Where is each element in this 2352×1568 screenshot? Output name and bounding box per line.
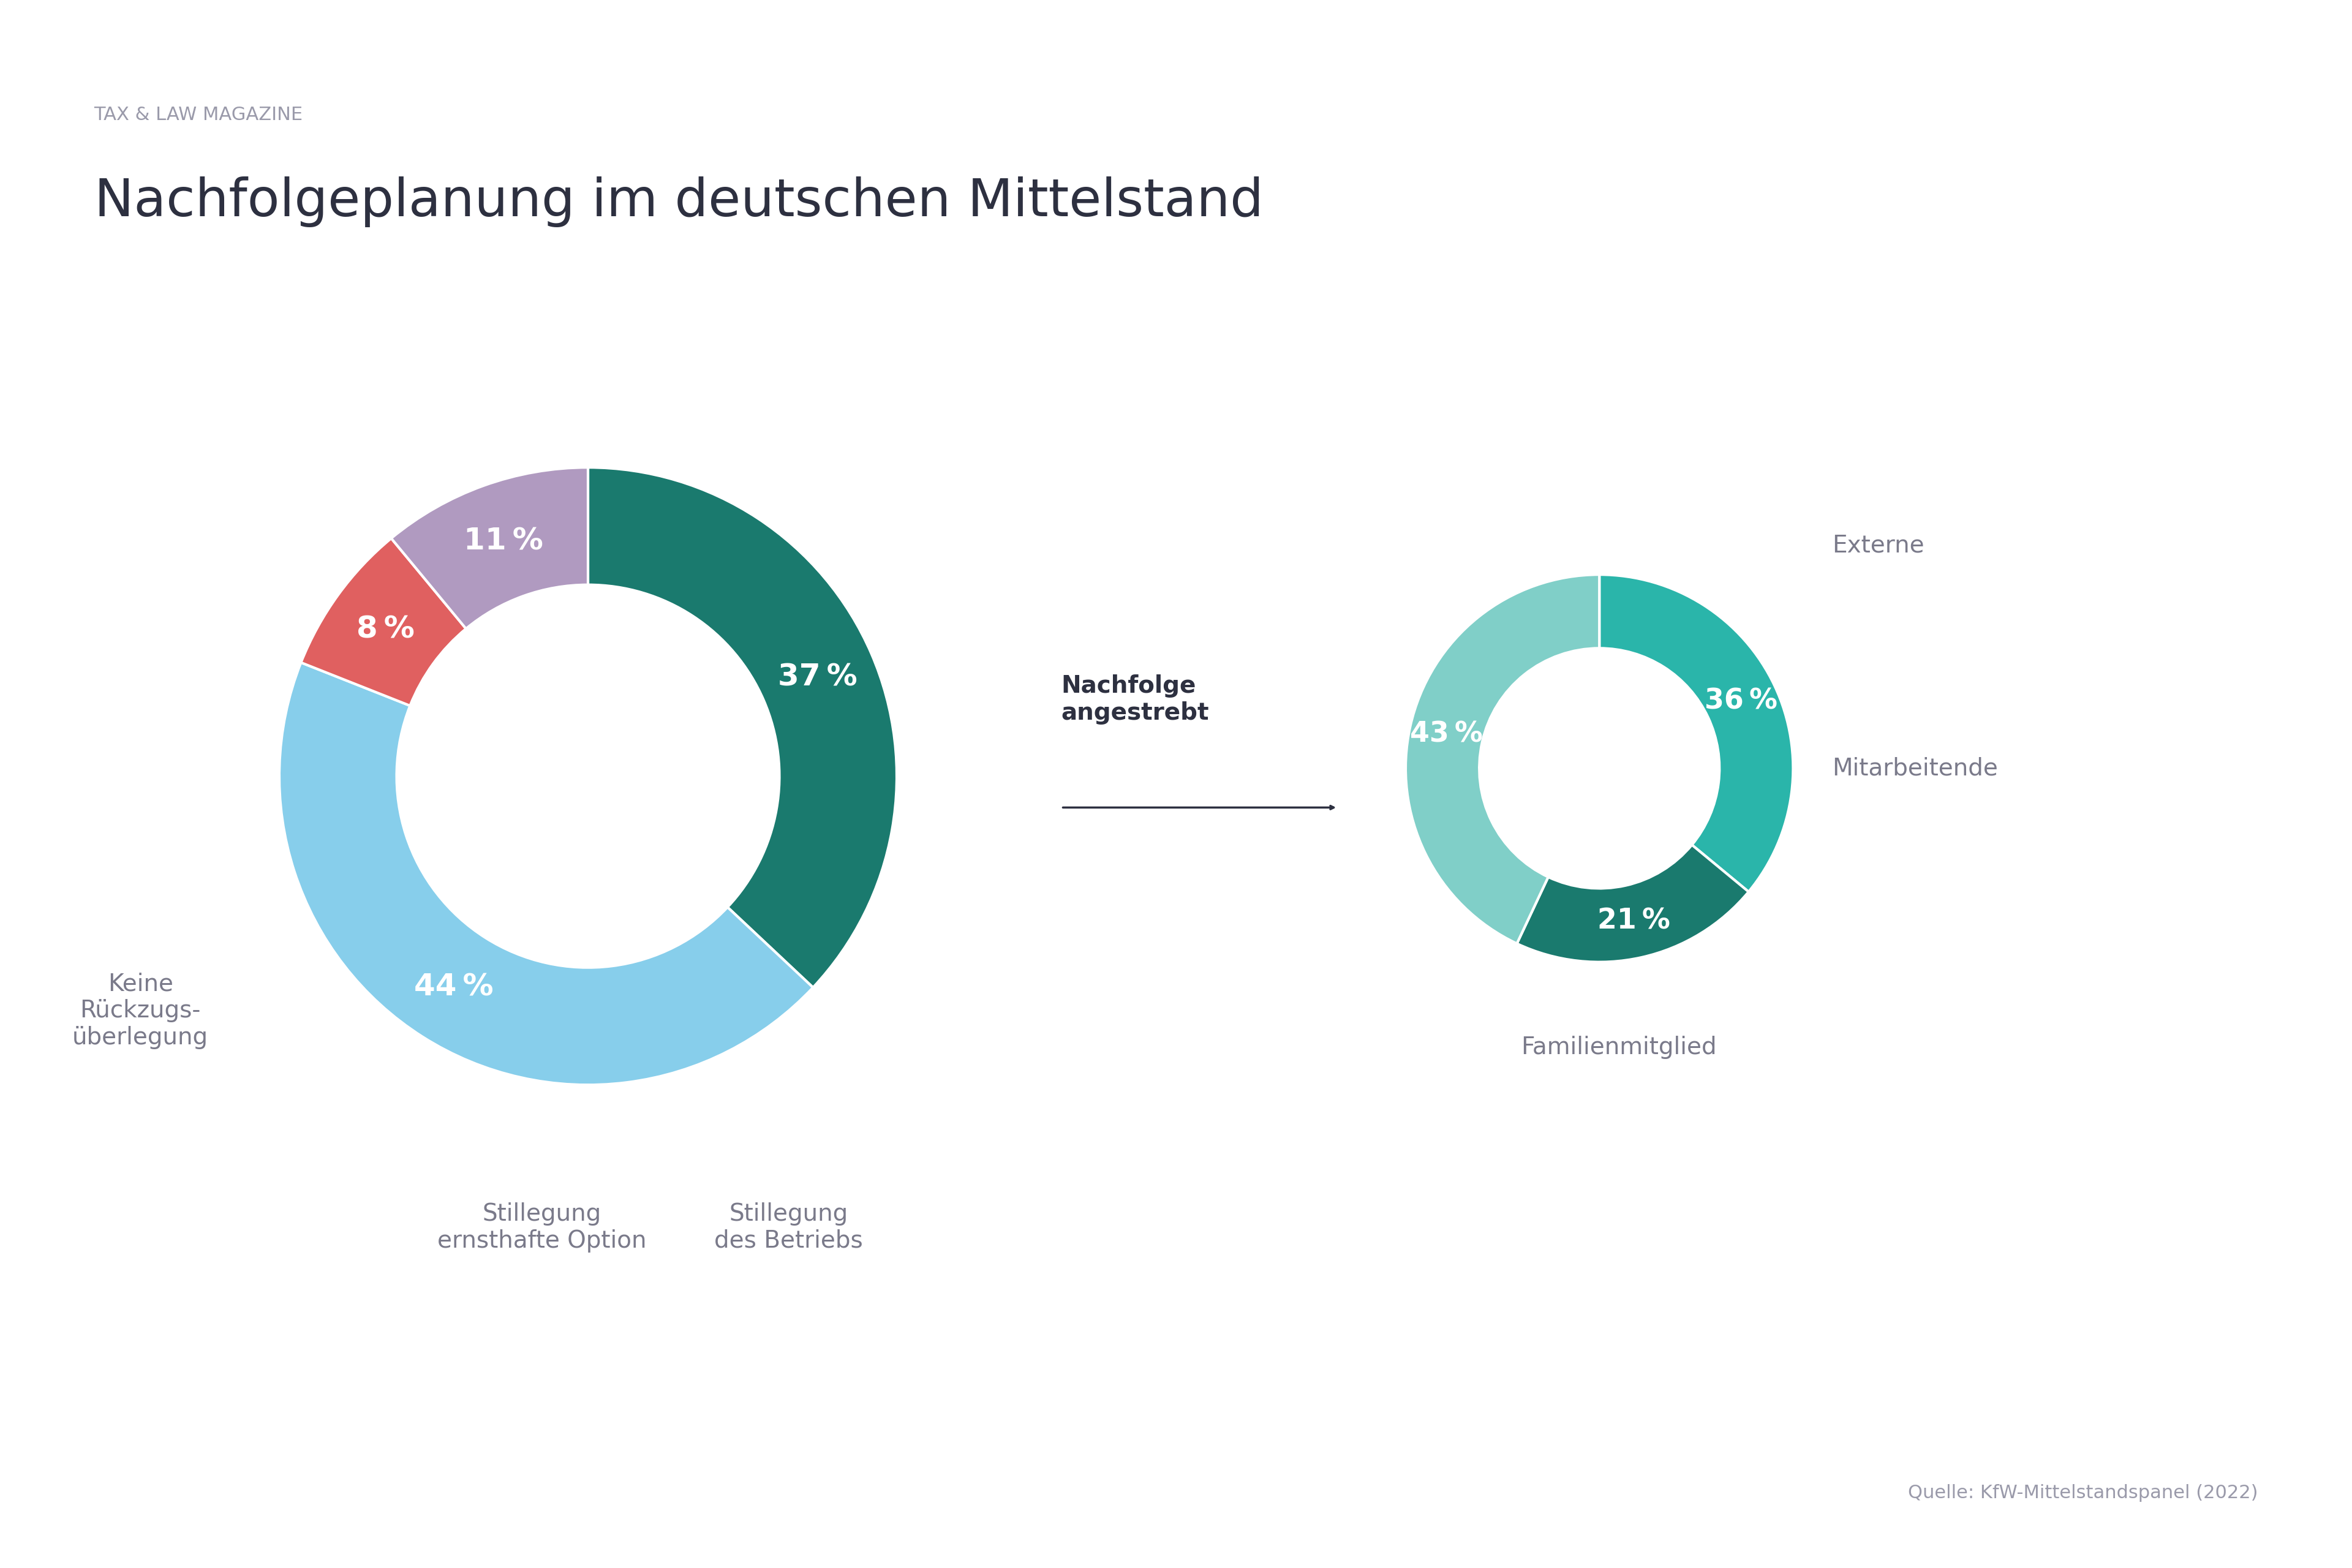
Wedge shape xyxy=(390,467,588,629)
Wedge shape xyxy=(1517,845,1748,963)
Text: 44 %: 44 % xyxy=(414,972,494,1002)
Text: Quelle: KfW-Mittelstandspanel (2022): Quelle: KfW-Mittelstandspanel (2022) xyxy=(1907,1485,2258,1502)
Text: Keine
Rückzugs-
überlegung: Keine Rückzugs- überlegung xyxy=(73,972,209,1049)
Text: Mitarbeitende: Mitarbeitende xyxy=(1832,757,1997,779)
Wedge shape xyxy=(1599,574,1792,892)
Text: 11 %: 11 % xyxy=(463,527,543,555)
Text: 36 %: 36 % xyxy=(1705,688,1778,715)
Text: Nachfolge
angestrebt: Nachfolge angestrebt xyxy=(1061,674,1209,724)
Text: 21 %: 21 % xyxy=(1597,908,1670,935)
Text: Stillegung
ernsthafte Option: Stillegung ernsthafte Option xyxy=(437,1203,647,1253)
Text: Stillegung
des Betriebs: Stillegung des Betriebs xyxy=(715,1203,863,1253)
Wedge shape xyxy=(588,467,896,988)
Text: Externe: Externe xyxy=(1832,535,1924,557)
Text: Familienmitglied: Familienmitglied xyxy=(1522,1035,1717,1058)
Wedge shape xyxy=(1406,574,1599,944)
Text: Nachfolgeplanung im deutschen Mittelstand: Nachfolgeplanung im deutschen Mittelstan… xyxy=(94,176,1263,227)
Text: 37 %: 37 % xyxy=(779,662,856,691)
Wedge shape xyxy=(280,663,814,1085)
Text: 8 %: 8 % xyxy=(358,615,414,644)
Text: 43 %: 43 % xyxy=(1409,720,1482,748)
Wedge shape xyxy=(301,538,466,706)
Text: TAX & LAW MAGAZINE: TAX & LAW MAGAZINE xyxy=(94,107,303,124)
